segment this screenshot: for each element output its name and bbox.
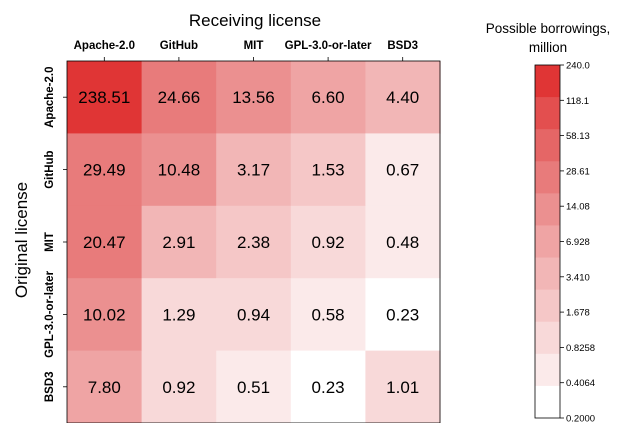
- colorbar-band: [535, 97, 560, 130]
- heatmap-cell: [67, 350, 143, 423]
- cell-value-label: 10.02: [83, 305, 126, 324]
- cell-value-label: 1.29: [162, 305, 195, 324]
- y-tick-labels: Apache-2.0 GitHub MIT GPL-3.0-or-later BSD3: [44, 67, 67, 402]
- cell-value-label: 0.48: [386, 233, 419, 252]
- heatmap-cell: [365, 61, 441, 134]
- cell-value-label: 20.47: [83, 233, 126, 252]
- heatmap-cell: [290, 61, 366, 134]
- cell-value-label: 1.01: [386, 378, 419, 397]
- cell-value-label: 6.60: [312, 88, 345, 107]
- colorbar-title-line2: million: [529, 40, 567, 55]
- colorbar-band: [535, 193, 560, 226]
- y-tick-label: Apache-2.0: [44, 67, 56, 128]
- x-tick-label: BSD3: [387, 40, 418, 52]
- heatmap-cells: 238.51 24.66 13.56 6.60 4.40 29.49 10.48 3.17 1.…: [66, 60, 441, 423]
- y-tick-label: GPL-3.0-or-later: [44, 270, 56, 357]
- colorbar-band: [535, 257, 560, 291]
- heatmap-cell: [216, 133, 292, 207]
- cell-value-label: 0.67: [386, 161, 419, 180]
- cell-value-label: 13.56: [232, 88, 275, 107]
- cell-value-label: 0.92: [162, 378, 195, 397]
- colorbar-tick-label: 6.928: [566, 237, 590, 248]
- colorbar-band: [535, 353, 560, 387]
- heatmap-cell: [290, 278, 366, 352]
- colorbar-tick-label: 1.678: [566, 308, 590, 319]
- cell-value-label: 0.51: [237, 378, 270, 397]
- cell-value-label: 238.51: [78, 88, 130, 107]
- heatmap-cell: [67, 133, 143, 207]
- heatmap-cell: [365, 278, 441, 352]
- cell-value-label: 4.40: [386, 88, 419, 107]
- y-axis-title: Original license: [12, 182, 31, 298]
- heatmap-cell: [216, 350, 292, 423]
- heatmap-cell: [67, 278, 143, 352]
- colorbar-band: [535, 385, 560, 419]
- colorbar: 240.0 118.1 58.13 28.61 14.08 6.928 3.410 1.678…: [534, 61, 595, 423]
- heatmap-cell: [290, 350, 366, 423]
- y-tick-label: MIT: [44, 232, 56, 252]
- colorbar-tick-label: 3.410: [566, 272, 590, 283]
- cell-value-label: 0.92: [312, 233, 345, 252]
- colorbar-band: [535, 225, 560, 259]
- heatmap-cell: [216, 278, 292, 352]
- heatmap-cell: [141, 61, 217, 134]
- cell-value-label: 10.48: [158, 161, 201, 180]
- colorbar-band: [535, 129, 560, 162]
- heatmap-cell: [365, 133, 441, 207]
- colorbar-tick-label: 0.8258: [566, 343, 595, 354]
- heatmap-cell: [67, 61, 143, 134]
- heatmap-cell: [365, 350, 441, 423]
- cell-value-label: 2.91: [162, 233, 195, 252]
- colorbar-band: [535, 289, 560, 323]
- x-axis-title: Receiving license: [189, 11, 321, 30]
- cell-value-label: 24.66: [158, 88, 201, 107]
- x-tick-labels: Apache-2.0 GitHub MIT GPL-3.0-or-later BSD3: [74, 40, 418, 61]
- cell-value-label: 0.23: [386, 305, 419, 324]
- colorbar-band: [535, 65, 560, 98]
- colorbar-tick-label: 240.0: [566, 61, 590, 72]
- cell-value-label: 29.49: [83, 161, 126, 180]
- colorbar-tick-label: 58.13: [566, 131, 590, 142]
- heatmap-cell: [67, 205, 143, 279]
- heatmap-cell: [141, 350, 217, 423]
- cell-value-label: 0.58: [312, 305, 345, 324]
- x-tick-label: GitHub: [160, 40, 198, 52]
- heatmap-cell: [216, 61, 292, 134]
- heatmap-cell: [141, 133, 217, 207]
- colorbar-band: [535, 321, 560, 355]
- y-tick-label: GitHub: [44, 150, 56, 188]
- heatmap-cell: [365, 205, 441, 279]
- heatmap-cell: [141, 278, 217, 352]
- heatmap-cell: [290, 133, 366, 207]
- heatmap-cell: [141, 205, 217, 279]
- cell-value-label: 3.17: [237, 161, 270, 180]
- x-tick-label: GPL-3.0-or-later: [285, 40, 372, 52]
- y-tick-label: BSD3: [44, 371, 56, 402]
- cell-value-label: 0.94: [237, 305, 270, 324]
- colorbar-title-line1: Possible borrowings,: [486, 21, 611, 36]
- cell-value-label: 2.38: [237, 233, 270, 252]
- cell-value-label: 1.53: [312, 161, 345, 180]
- cell-value-label: 7.80: [88, 378, 121, 397]
- cell-value-label: 0.23: [312, 378, 345, 397]
- colorbar-tick-label: 28.61: [566, 166, 590, 177]
- heatmap-cell: [216, 205, 292, 279]
- colorbar-tick-label: 0.2000: [566, 414, 595, 423]
- colorbar-tick-label: 14.08: [566, 202, 590, 213]
- x-tick-label: Apache-2.0: [74, 40, 135, 52]
- x-tick-label: MIT: [244, 40, 264, 52]
- heatmap-cell: [290, 205, 366, 279]
- colorbar-band: [535, 161, 560, 194]
- colorbar-tick-label: 0.4064: [566, 378, 595, 389]
- colorbar-tick-label: 118.1: [566, 96, 589, 107]
